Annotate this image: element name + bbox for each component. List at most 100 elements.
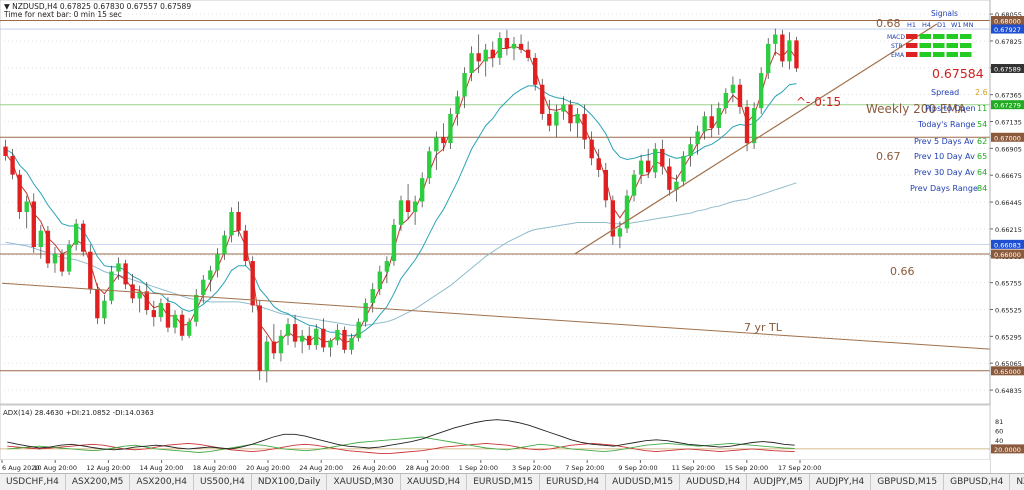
candle-bull: [730, 84, 736, 93]
candle-bull: [716, 108, 721, 128]
prev-days-range-label: Prev Days Range: [910, 184, 978, 193]
chart-tabs-bar: USDCHF,H4 ASX200,M5 ASX200,H4 US500,H4 NDX10…: [0, 473, 1024, 490]
grid-layer: [0, 13, 990, 391]
chart-tab[interactable]: ASX200,H4: [130, 474, 194, 490]
seven-year-trendline-label: 7 yr TL: [744, 321, 783, 334]
time-tick-label: 15 Sep 20:00: [725, 464, 768, 472]
candle-bull: [497, 38, 503, 58]
prev-days-range-value: 84: [977, 184, 987, 193]
chart-tab[interactable]: NDX100,Daily: [252, 474, 328, 490]
tf-h4-label: H4: [922, 21, 931, 29]
candle-bear: [95, 289, 100, 319]
price-box-label: 0.67279: [994, 102, 1021, 110]
price-box: [991, 132, 1024, 142]
candle-bear: [540, 84, 545, 114]
chart-tab[interactable]: AUDJPY,M5: [747, 474, 810, 490]
chart-tab[interactable]: US500,H4: [194, 474, 252, 490]
signal-row-ema-label: EMA: [891, 52, 905, 59]
candle-bull: [52, 254, 58, 264]
price-axis[interactable]: [990, 0, 1024, 473]
chart-tab[interactable]: XAUUSD,H4: [401, 474, 468, 490]
candle-bull: [398, 200, 404, 225]
candle-bear: [547, 113, 552, 126]
chart-tab[interactable]: USDCHF,H4: [0, 474, 66, 490]
chart-tab[interactable]: EURUSD,M15: [467, 474, 541, 490]
candle-bull: [158, 303, 164, 318]
candle-bear: [321, 328, 326, 348]
adx-header: ADX(14) 28.4630 +DI:21.0852 -DI:14.0363: [3, 409, 154, 417]
candle-bull: [116, 263, 121, 272]
candle-bear: [165, 303, 171, 328]
ema-mid-line: [5, 83, 797, 337]
candle-bear: [243, 230, 248, 262]
candle-bull: [469, 53, 474, 74]
tf-d1-label: D1: [937, 21, 946, 29]
candle-bear: [525, 49, 531, 58]
price-box-label: 0.66083: [994, 241, 1021, 249]
adx-level-box-label: 20.0000: [994, 446, 1021, 454]
time-tick-label: 18 Aug 20:00: [193, 464, 237, 472]
signals-panel: Signals H1 H4 D1 W1 MN MACD STR EMA: [887, 9, 974, 59]
horizontal-levels-layer: [0, 20, 990, 372]
chart-tab[interactable]: GBPUSD,H4: [944, 474, 1011, 490]
candle-bull: [215, 254, 220, 271]
chart-tab[interactable]: NZDUSD,M15: [1010, 474, 1024, 490]
candle-bear: [342, 329, 347, 350]
chart-tab[interactable]: XAUUSD,M30: [327, 474, 401, 490]
candle-bull: [448, 113, 453, 144]
candle-bull: [137, 291, 142, 299]
candle-bull: [264, 341, 270, 371]
candle-bear: [10, 155, 15, 175]
time-tick-label: 3 Sep 20:00: [512, 464, 551, 472]
candle-bull: [751, 108, 757, 144]
candle-bear: [441, 137, 446, 144]
price-tick-label: 0.67135: [995, 119, 1022, 127]
candle-bear: [31, 201, 36, 248]
price-box: [991, 24, 1024, 34]
candle-bull: [201, 279, 206, 295]
ema-slow-line: [5, 182, 797, 326]
spread-value: 2.6: [975, 88, 988, 97]
candle-bear: [3, 146, 8, 156]
candle-bull: [624, 195, 630, 229]
candle-bull: [278, 335, 284, 354]
chart-tab[interactable]: AUDJPY,H4: [810, 474, 872, 490]
pips-to-open-value: 11: [977, 104, 987, 113]
time-tick-label: 6 Aug 2020: [2, 464, 40, 472]
signal-cell: [919, 43, 931, 48]
chart-tab[interactable]: AUDUSD,H4: [680, 474, 748, 490]
price-box: [991, 249, 1024, 259]
candle-bull: [427, 151, 432, 179]
info-panel: 0.67584 Spread 2.6 Pips to Open 11 Today…: [910, 66, 988, 193]
signal-cell: [906, 43, 918, 48]
chart-tab[interactable]: AUDUSD,M15: [606, 474, 681, 490]
candle-bull: [24, 201, 29, 213]
time-tick-label: 10 Aug 20:00: [33, 464, 77, 472]
signal-cell: [919, 52, 931, 57]
candle-bear: [660, 148, 665, 167]
chart-tab[interactable]: ASX200,M5: [66, 474, 131, 490]
adx-tick-labels: 8160402020.0000: [991, 418, 1024, 454]
price-tick-label: 0.68055: [995, 11, 1022, 19]
candle-bear: [490, 49, 495, 58]
chart-tab[interactable]: GBPUSD,M15: [871, 474, 945, 490]
candle-bull: [674, 181, 679, 190]
candle-bull: [73, 223, 79, 245]
candle-bear: [250, 261, 255, 306]
candle-bear: [45, 230, 51, 264]
candle-bull: [766, 43, 771, 74]
adx-lines-layer: [0, 419, 990, 454]
tf-mn-label: MN: [963, 21, 974, 29]
candle-bull: [653, 148, 658, 173]
price-box: [991, 100, 1024, 110]
candle-bear: [236, 212, 241, 231]
prev-5-days-label: Prev 5 Days Av: [914, 137, 974, 146]
candle-bull: [511, 43, 517, 49]
price-box: [991, 366, 1024, 376]
candle-bear: [603, 169, 608, 201]
candle-bear: [257, 305, 262, 371]
chart-tab[interactable]: EURUSD,H4: [540, 474, 607, 490]
candle-bull: [377, 271, 383, 290]
candle-bear: [667, 166, 672, 190]
signals-title: Signals: [931, 9, 958, 18]
